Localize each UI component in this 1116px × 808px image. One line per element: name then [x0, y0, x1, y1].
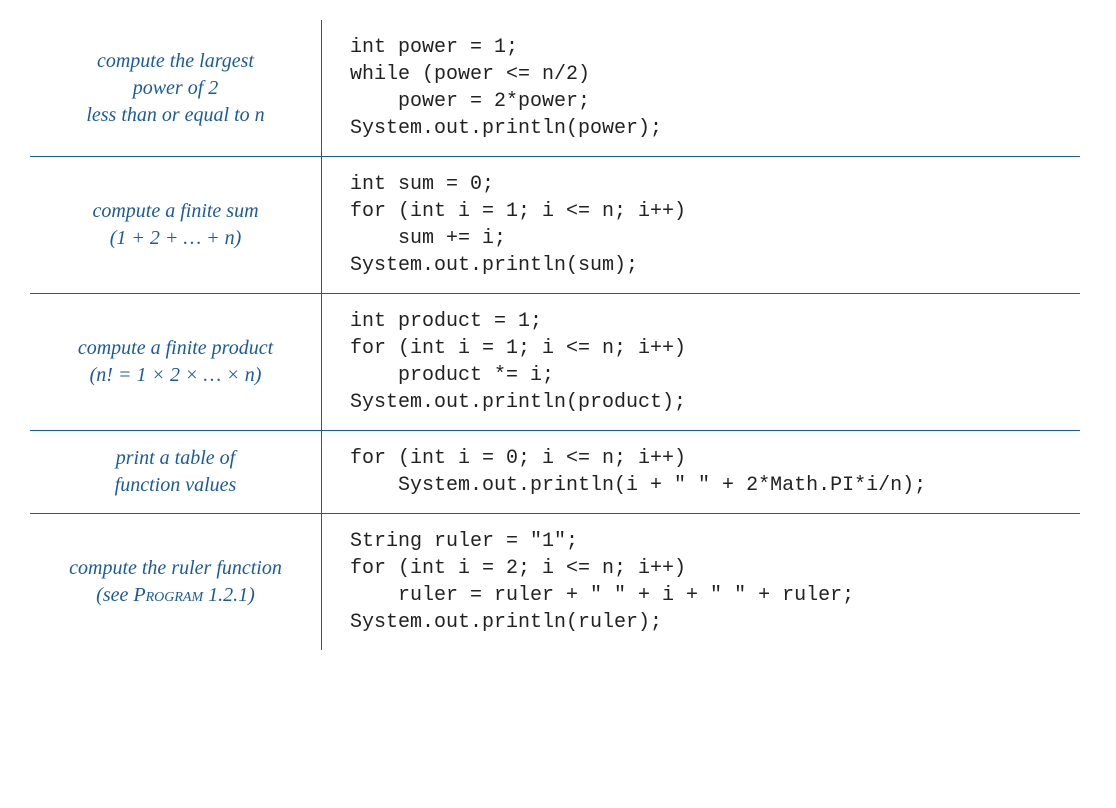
- table-row: compute the largestpower of 2less than o…: [30, 20, 1080, 157]
- row-code: int product = 1; for (int i = 1; i <= n;…: [322, 294, 1081, 431]
- table-row: compute the ruler function(see Program 1…: [30, 514, 1080, 651]
- row-code: int power = 1; while (power <= n/2) powe…: [322, 20, 1081, 157]
- row-code: for (int i = 0; i <= n; i++) System.out.…: [322, 431, 1081, 514]
- row-code: int sum = 0; for (int i = 1; i <= n; i++…: [322, 157, 1081, 294]
- row-description: compute a finite sum(1 + 2 + … + n): [30, 157, 322, 294]
- row-description: compute the largestpower of 2less than o…: [30, 20, 322, 157]
- table-row: print a table offunction values for (int…: [30, 431, 1080, 514]
- row-code: String ruler = "1"; for (int i = 2; i <=…: [322, 514, 1081, 651]
- row-description: compute a finite product(n! = 1 × 2 × … …: [30, 294, 322, 431]
- row-description: compute the ruler function(see Program 1…: [30, 514, 322, 651]
- table-row: compute a finite sum(1 + 2 + … + n) int …: [30, 157, 1080, 294]
- row-description: print a table offunction values: [30, 431, 322, 514]
- code-examples-table: compute the largestpower of 2less than o…: [30, 20, 1080, 650]
- table-row: compute a finite product(n! = 1 × 2 × … …: [30, 294, 1080, 431]
